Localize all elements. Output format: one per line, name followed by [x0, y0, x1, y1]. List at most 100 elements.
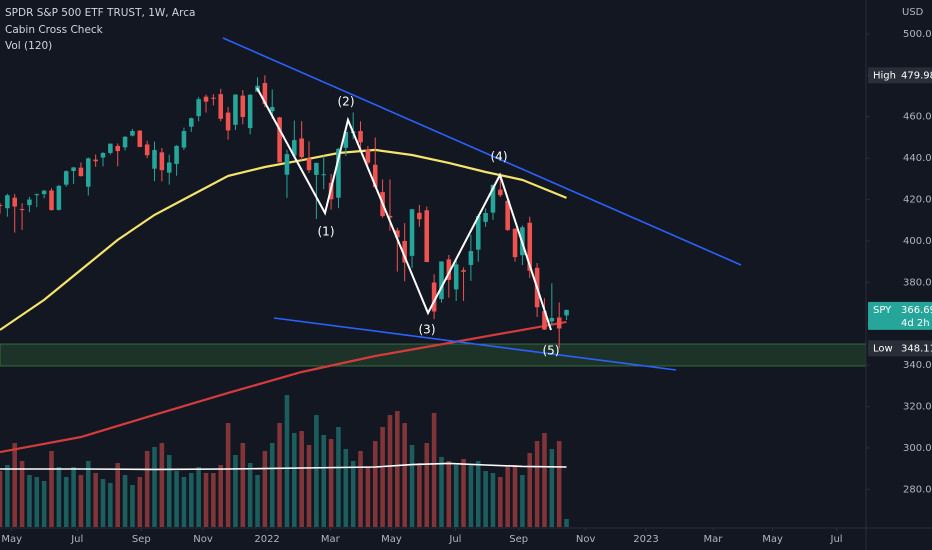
- candle-body: [100, 152, 106, 158]
- volume-bar: [336, 427, 341, 527]
- candle-body: [225, 112, 231, 131]
- wave-label: (3): [419, 323, 436, 337]
- volume-bar: [549, 449, 555, 527]
- candle-body: [108, 143, 113, 153]
- candle-body: [512, 228, 518, 258]
- candle-body: [372, 164, 378, 188]
- volume-bar: [505, 467, 510, 527]
- legend-indicator: Cabin Cross Check: [5, 24, 104, 36]
- volume-bar: [108, 483, 113, 527]
- volume-bar: [564, 519, 569, 527]
- y-tick-label: 420.00: [903, 195, 932, 206]
- candle-body: [218, 94, 224, 119]
- volume-bar: [372, 441, 378, 527]
- x-tick-label: 2022: [254, 534, 279, 545]
- volume-bar: [468, 465, 474, 527]
- candle-body: [115, 145, 121, 152]
- candle-body: [417, 212, 422, 220]
- volume-bar: [137, 477, 143, 527]
- volume-bar: [409, 445, 415, 527]
- volume-bar: [0, 471, 3, 527]
- volume-bar: [461, 459, 466, 527]
- volume-bar: [483, 471, 488, 527]
- candle-body: [424, 210, 430, 263]
- candle-body: [269, 107, 275, 112]
- candle-body: [174, 145, 179, 164]
- candle-body: [12, 197, 17, 207]
- volume-bar: [556, 441, 562, 527]
- candle-body: [365, 149, 371, 163]
- candle-body: [483, 212, 488, 222]
- volume-bar: [542, 433, 547, 527]
- volume-bar: [5, 465, 10, 527]
- candle-body: [387, 215, 393, 218]
- lower-trendline: [273, 317, 677, 371]
- volume-bar: [475, 461, 481, 527]
- candle-body: [5, 195, 10, 209]
- volume-bar: [292, 433, 297, 527]
- candle-body: [395, 230, 400, 238]
- candle-body: [527, 222, 533, 271]
- volume-bar: [63, 477, 69, 527]
- candle-body: [152, 150, 157, 169]
- price-badge: [868, 67, 932, 84]
- candle-body: [505, 200, 510, 230]
- x-tick-label: Sep: [132, 534, 151, 545]
- volume-bar: [225, 423, 231, 527]
- volume-bar: [56, 467, 62, 527]
- y-tick-label: 340.00: [903, 360, 932, 371]
- volume-bar: [240, 443, 246, 527]
- candle-body: [475, 216, 481, 250]
- candle-body: [78, 167, 84, 177]
- y-tick-label: 400.00: [903, 236, 932, 247]
- candle-body: [0, 204, 3, 206]
- moving-average-line: [0, 148, 567, 331]
- y-tick-label: 280.00: [903, 484, 932, 495]
- candle-body: [71, 167, 76, 171]
- candle-body: [122, 136, 128, 148]
- volume-bar: [144, 451, 150, 527]
- y-tick-label: 300.00: [903, 443, 932, 454]
- volume-bar: [431, 413, 437, 527]
- candle-body: [277, 117, 282, 163]
- candle-body: [564, 309, 569, 316]
- volume-bar: [417, 463, 422, 527]
- candle-body: [292, 140, 297, 156]
- badge-countdown: 4d 2h: [901, 318, 930, 329]
- volume-ma-line: [0, 462, 567, 471]
- candle-body: [137, 130, 143, 147]
- volume-bar: [395, 411, 400, 527]
- currency-label: USD: [902, 7, 924, 18]
- volume-bar: [365, 467, 371, 527]
- badge-label: High: [873, 70, 896, 81]
- x-tick-label: Mar: [321, 534, 341, 545]
- candle-body: [498, 189, 503, 196]
- volume-bar: [34, 477, 40, 527]
- wave-label: (5): [543, 344, 560, 358]
- volume-bar: [520, 475, 525, 527]
- volume-bar: [247, 463, 253, 527]
- candle-body: [468, 251, 474, 265]
- volume-bar: [358, 451, 363, 527]
- moving-average-line: [0, 320, 567, 454]
- y-tick-label: 460.00: [903, 112, 932, 123]
- volume-bar: [41, 481, 47, 527]
- candle-body: [321, 174, 327, 176]
- legend-indicator: Vol (120): [5, 40, 52, 52]
- candle-body: [542, 311, 547, 330]
- volume-bar: [71, 467, 76, 527]
- volume-bar: [159, 443, 165, 527]
- badge-value: 348.11: [901, 343, 932, 354]
- candle-body: [262, 83, 268, 105]
- candle-body: [211, 97, 216, 99]
- volume-bar: [27, 475, 32, 527]
- candle-body: [409, 209, 415, 256]
- volume-bar: [12, 443, 17, 527]
- volume-bar: [122, 475, 128, 527]
- candle-body: [166, 162, 172, 173]
- volume-bar: [152, 447, 157, 527]
- upper-trendline: [222, 37, 742, 266]
- wave-label: (4): [491, 150, 508, 164]
